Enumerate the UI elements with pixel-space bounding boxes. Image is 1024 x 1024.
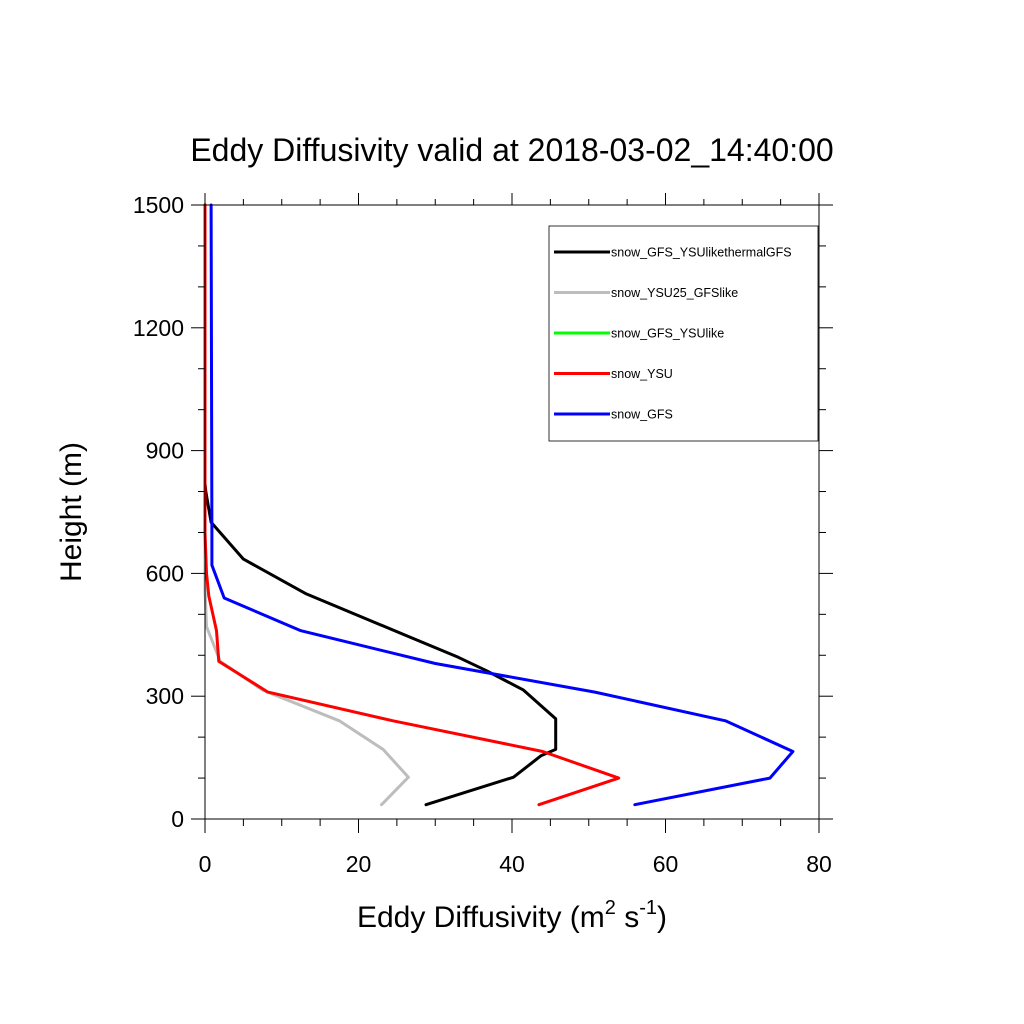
legend-label-3: snow_YSU [611,367,673,381]
y-tick-label-0: 0 [171,806,184,832]
x-tick-label-3: 60 [653,851,679,877]
y-tick-label-5: 1500 [133,192,184,218]
x-axis-label-sup1: 2 [605,897,616,919]
x-tick-label-0: 0 [199,851,212,877]
legend-label-2: snow_GFS_YSUlike [611,327,724,341]
x-tick-label-2: 40 [499,851,525,877]
x-tick-label-1: 20 [346,851,372,877]
x-axis-label-end: ) [657,901,667,934]
y-tick-label-2: 600 [146,560,184,586]
series-lines [203,203,795,807]
legend: snow_GFS_YSUlikethermalGFS snow_YSU25_GFS… [548,225,819,442]
x-axis-label-sup2: -1 [639,897,657,919]
series-line-4 [209,203,795,807]
x-axis-label-base: Eddy Diffusivity (m [357,901,605,934]
x-axis-label-mid: s [616,901,639,934]
legend-label-0: snow_GFS_YSUlikethermalGFS [611,246,792,260]
axis-ticks: 0 20 40 60 80 0 300 600 900 1200 1500 [133,192,833,877]
x-tick-label-4: 80 [806,851,832,877]
series-line-3 [203,203,621,807]
y-tick-label-4: 1200 [133,315,184,341]
y-tick-label-3: 900 [146,438,184,464]
x-axis-label: Eddy Diffusivity (m2 s-1) [357,897,667,934]
y-tick-label-1: 300 [146,683,184,709]
series-line-0 [203,203,558,807]
legend-label-1: snow_YSU25_GFSlike [611,286,738,300]
legend-label-4: snow_GFS [611,408,673,422]
y-axis-label: Height (m) [55,442,88,582]
chart-title: Eddy Diffusivity valid at 2018-03-02_14:… [190,132,833,168]
